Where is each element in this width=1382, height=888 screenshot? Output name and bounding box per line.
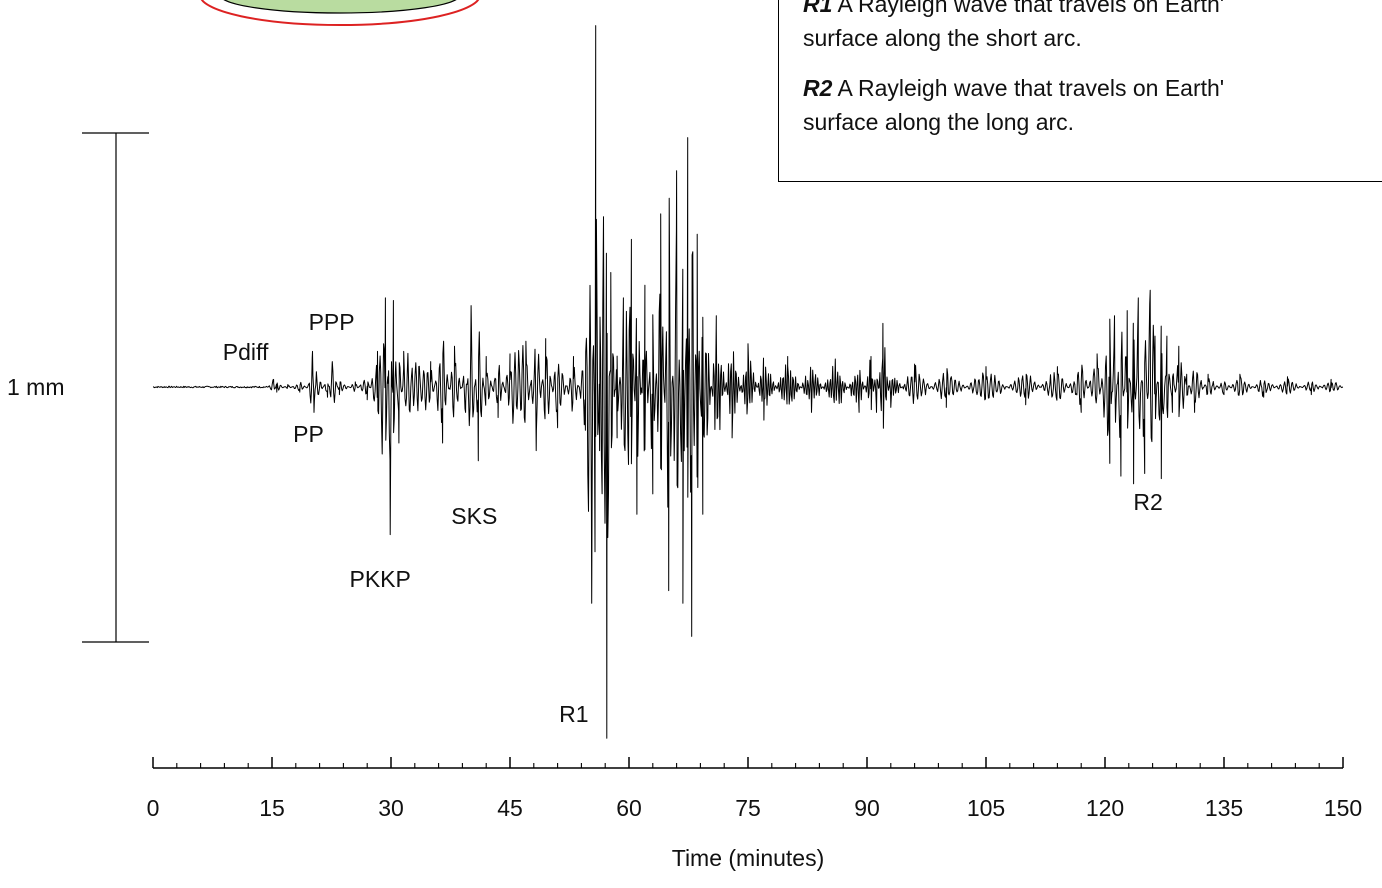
legend-r2-line-2: surface along the long arc. [803, 109, 1075, 135]
phase-annotations: Pdiff PPP PP PKKP SKS R1 R2 [223, 309, 1163, 727]
scale-bar-label: 1 mm [7, 374, 65, 400]
phase-label-sks: SKS [451, 503, 497, 529]
legend-entry-r2: R2 A Rayleigh wave that travels on Earth… [803, 71, 1382, 139]
amplitude-scale-bar: 1 mm [7, 132, 149, 643]
globe-inner-fill [223, 0, 457, 14]
x-tick-label: 150 [1324, 795, 1362, 821]
legend-r1-line-2: surface along the short arc. [803, 25, 1082, 51]
phase-label-ppp: PPP [309, 309, 355, 335]
legend-entry-r1: R1 A Rayleigh wave that travels on Earth… [803, 0, 1382, 55]
x-tick-label: 135 [1205, 795, 1243, 821]
x-tick-label: 105 [967, 795, 1005, 821]
legend-key-r1: R1 [803, 0, 833, 17]
legend-box: R1 A Rayleigh wave that travels on Earth… [778, 0, 1382, 182]
phase-label-pp: PP [293, 421, 324, 447]
x-tick-label: 0 [147, 795, 160, 821]
time-axis-title: Time (minutes) [672, 845, 825, 871]
phase-label-pkkp: PKKP [350, 566, 411, 592]
globe-diagram [200, 0, 480, 26]
phase-label-r1: R1 [559, 701, 588, 727]
time-axis: 0 15 30 45 60 75 90 105 120 135 150 [147, 757, 1362, 821]
phase-label-r2: R2 [1133, 489, 1162, 515]
phase-label-pdiff: Pdiff [223, 339, 269, 365]
legend-r2-line-1: R2 A Rayleigh wave that travels on Earth… [803, 71, 1382, 105]
legend-key-r2: R2 [803, 75, 833, 101]
x-tick-label: 75 [735, 795, 761, 821]
globe-outer-ring [200, 0, 480, 26]
seismogram-trace [152, 25, 1344, 739]
legend-r1-line-1: R1 A Rayleigh wave that travels on Earth… [803, 0, 1382, 21]
x-tick-label: 15 [259, 795, 285, 821]
legend-r1-text-1: A Rayleigh wave that travels on Earth' [837, 0, 1225, 17]
x-tick-label: 90 [854, 795, 880, 821]
legend-r2-text-1: A Rayleigh wave that travels on Earth' [837, 75, 1225, 101]
x-tick-label: 45 [497, 795, 523, 821]
x-tick-label: 60 [616, 795, 642, 821]
x-tick-label: 120 [1086, 795, 1124, 821]
x-tick-label: 30 [378, 795, 404, 821]
